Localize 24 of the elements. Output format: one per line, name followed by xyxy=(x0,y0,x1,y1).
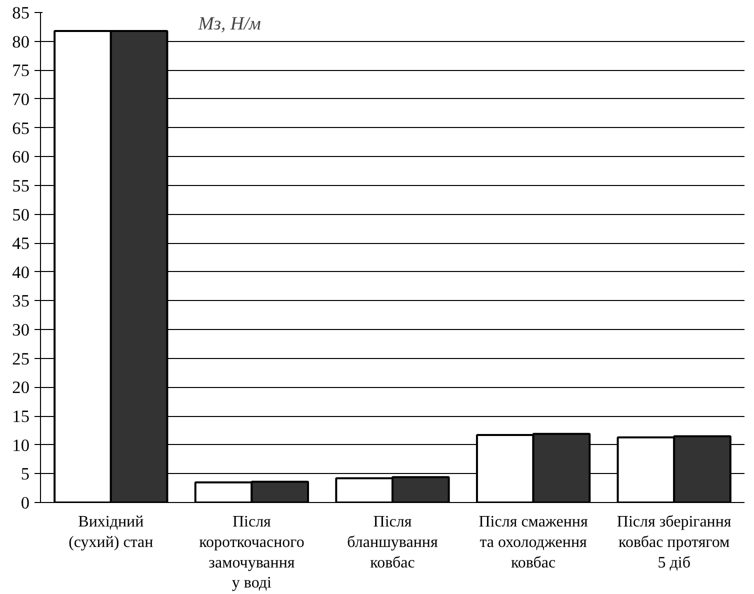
y-tick-label: 30 xyxy=(12,320,30,340)
y-tick-label: 10 xyxy=(12,436,30,455)
y-tick-label: 60 xyxy=(12,148,30,167)
x-tick-label: Після смаження та охолодження ковбас xyxy=(478,514,588,572)
y-tick-label: 35 xyxy=(12,292,30,311)
y-tick-label: 80 xyxy=(12,32,30,52)
y-tick-label: 85 xyxy=(12,4,30,22)
y-tick-label: 70 xyxy=(12,90,30,109)
y-tick-label: 25 xyxy=(12,349,30,368)
y-tick-label: 55 xyxy=(12,176,30,196)
y-tick-label: 75 xyxy=(12,61,30,80)
y-tick-label: 20 xyxy=(12,378,30,398)
x-tick-label: Після бланшування ковбас xyxy=(347,514,438,572)
y-tick-label: 0 xyxy=(20,494,30,512)
y-tick-label: 15 xyxy=(12,407,30,426)
y-tick-label: 45 xyxy=(12,234,30,254)
x-tick-label: Вихідний (сухий) стан xyxy=(68,514,154,551)
x-tick-label: Після зберігання ковбас протягом 5 діб xyxy=(616,514,732,572)
y-tick-label: 50 xyxy=(12,205,30,224)
y-axis-title: Мз, Н/м xyxy=(197,14,261,34)
y-tick-label: 40 xyxy=(12,262,30,282)
y-tick-label: 5 xyxy=(20,464,30,484)
y-tick-label: 65 xyxy=(12,118,30,138)
x-tick-label: Після короткочасного замочування у воді xyxy=(199,514,304,592)
